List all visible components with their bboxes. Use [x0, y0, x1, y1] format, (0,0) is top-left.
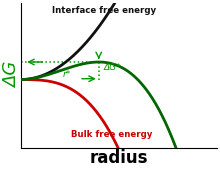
Text: Bulk free energy: Bulk free energy	[71, 130, 153, 139]
Text: r*: r*	[62, 70, 70, 79]
Y-axis label: ΔG: ΔG	[3, 62, 21, 89]
X-axis label: radius: radius	[90, 149, 148, 167]
Text: Interface free energy: Interface free energy	[52, 6, 156, 15]
Text: ΔG*: ΔG*	[104, 63, 121, 72]
